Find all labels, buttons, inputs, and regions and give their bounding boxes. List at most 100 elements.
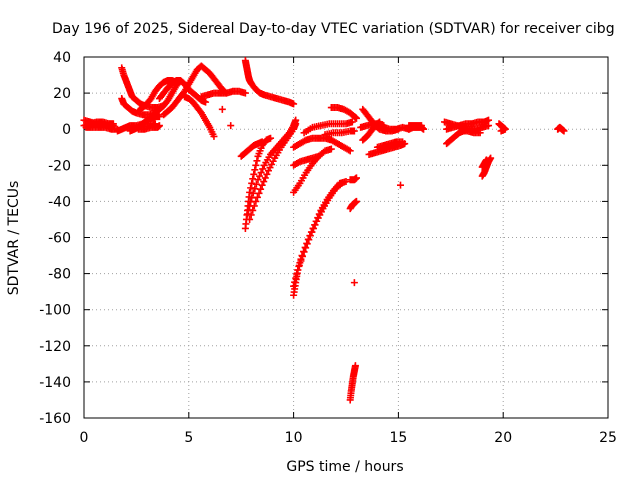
series-arc-18 [246,120,300,223]
y-tick-label: -80 [48,267,71,283]
data-point [263,170,271,178]
data-point [255,189,263,197]
data-point [250,202,258,210]
series-arc-23 [290,134,354,155]
data-point [252,180,260,188]
series-arc-47 [554,123,568,135]
series-arc-28 [346,197,360,213]
series-arc-48 [227,122,235,130]
series-arc-49 [218,105,226,113]
data-point [202,98,210,106]
data-point [248,179,256,187]
series-arc-44 [495,120,509,135]
series-arc-10 [155,76,210,106]
data-point [485,116,493,124]
data-point [292,274,300,282]
data-points [80,57,568,404]
data-point [260,178,268,186]
data-point [487,154,495,162]
data-point [252,197,260,205]
series-arc-27 [346,174,360,184]
data-point [259,165,267,173]
data-point [352,114,360,122]
series-arc-14 [241,57,298,108]
data-point [257,169,265,177]
data-point [243,210,251,218]
series-arc-2 [80,118,117,130]
data-point [560,127,568,135]
x-tick-label: 10 [285,430,303,446]
data-point [155,113,163,121]
data-point [476,129,484,137]
data-point [295,261,303,269]
series-arc-37 [396,181,404,189]
data-point [482,156,490,164]
data-point [293,270,301,278]
data-point [300,248,308,256]
x-tick-label: 15 [389,430,407,446]
data-point [342,178,350,186]
y-tick-label: -140 [39,375,71,391]
series-arc-19 [290,178,350,299]
x-axis-label: GPS time / hours [286,459,403,475]
grid [84,57,608,418]
series-arc-12 [181,93,218,140]
data-point [250,170,258,178]
data-point [297,257,305,265]
data-point [399,138,407,146]
series-arc-25 [321,127,358,139]
data-point [497,127,505,135]
data-point [338,179,346,187]
data-point [254,176,262,184]
series-arc-29 [350,279,358,287]
series-arc-39 [405,122,425,130]
data-point [253,157,261,165]
data-point [247,211,255,219]
data-point [267,134,275,142]
data-point [299,252,307,260]
y-tick-label: -100 [39,303,71,319]
data-point [351,362,359,370]
data-point [350,279,358,287]
data-point [291,278,299,286]
data-point [251,166,259,174]
data-point [352,197,360,205]
data-point [292,120,300,128]
y-axis-label: SDTVAR / TECUs [6,181,22,296]
data-point [308,228,316,236]
series-arc-3 [82,123,122,133]
data-point [252,161,260,169]
y-tick-label: -120 [39,339,71,355]
y-tick-label: -60 [48,231,71,247]
y-tick-label: 20 [53,86,71,102]
data-point [417,122,425,130]
data-point [290,100,298,108]
data-point [218,105,226,113]
series-arc-46 [478,156,490,171]
series-arc-26 [327,104,360,122]
data-point [227,122,235,130]
data-point [346,147,354,155]
data-point [257,185,265,193]
data-point [306,232,314,240]
data-point [249,175,257,183]
y-tick-label: 40 [53,50,71,66]
data-point [348,118,356,126]
ticks: 0 5 10 15 20 25 -160 -140 -120 -100 -80 -60 -40 -20 0 2… [39,50,617,446]
data-point [315,152,323,160]
series-arc-20 [290,179,346,290]
series-arc-43 [457,127,484,137]
series-arc-34 [373,138,407,151]
y-tick-label: -160 [39,411,71,427]
data-point [352,174,360,182]
x-tick-label: 20 [494,430,512,446]
y-tick-label: 0 [62,122,71,138]
series-arc-24 [300,118,356,137]
data-point [246,188,254,196]
data-point [350,127,358,135]
data-point [246,215,254,223]
x-tick-label: 25 [599,430,617,446]
data-point [311,221,319,229]
data-point [305,236,313,244]
